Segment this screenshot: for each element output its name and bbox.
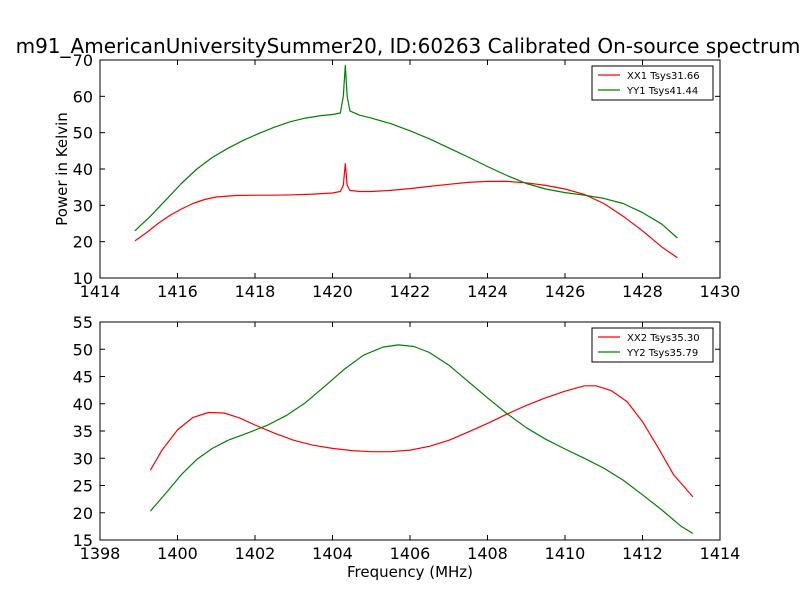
legend: XX2 Tsys35.30 YY2 Tsys35.79 (591, 327, 714, 363)
figure-title: m91_AmericanUniversitySummer20, ID:60263… (16, 34, 800, 58)
y-axis-label: Power in Kelvin (53, 112, 71, 226)
y-tick-label: 60 (73, 87, 93, 106)
x-tick-label: 1428 (622, 282, 663, 301)
legend-box (591, 65, 714, 101)
x-tick-label: 1424 (467, 282, 508, 301)
series-line-xx2 (149, 385, 694, 498)
y-tick-label: 45 (73, 368, 93, 387)
series-line-xx1 (134, 163, 678, 259)
top-panel: 1414 1416 1418 1420 1422 1424 1426 1428 1430 10 20… (73, 51, 741, 301)
x-tick-label: 1418 (235, 282, 276, 301)
bottom-panel: 1398 1400 1402 1404 1406 1408 1410 1412 1414 15 20… (73, 313, 741, 563)
x-tick-label: 1414 (700, 544, 741, 563)
x-tick-label: 1416 (157, 282, 198, 301)
x-tick-label: 1426 (545, 282, 586, 301)
y-tick-label: 50 (73, 340, 93, 359)
y-tick-label: 20 (73, 233, 93, 252)
y-tick-label: 40 (73, 395, 93, 414)
x-tick-label: 1404 (312, 544, 353, 563)
x-tick-label: 1406 (390, 544, 431, 563)
legend-label: XX1 Tsys31.66 (627, 71, 700, 82)
x-tick-label: 1400 (157, 544, 198, 563)
y-tick-label: 50 (73, 124, 93, 143)
x-tick-label: 1410 (545, 544, 586, 563)
y-tick-label: 20 (73, 504, 93, 523)
series-line-yy2 (149, 344, 694, 535)
legend: XX1 Tsys31.66 YY1 Tsys41.44 (591, 65, 714, 101)
x-tick-label: 1422 (390, 282, 431, 301)
x-tick-label: 1398 (80, 544, 121, 563)
x-tick-label: 1414 (80, 282, 121, 301)
y-tick-label: 10 (73, 269, 93, 288)
x-tick-label: 1408 (467, 544, 508, 563)
x-tick-label: 1402 (235, 544, 276, 563)
y-tick-label: 35 (73, 422, 93, 441)
y-tick-label: 30 (73, 196, 93, 215)
y-tick-label: 15 (73, 531, 93, 550)
legend-label: YY2 Tsys35.79 (626, 348, 698, 359)
legend-label: XX2 Tsys35.30 (627, 333, 700, 344)
y-tick-label: 55 (73, 313, 93, 332)
y-tick-label: 70 (73, 51, 93, 70)
y-tick-label: 40 (73, 160, 93, 179)
legend-label: YY1 Tsys41.44 (626, 86, 698, 97)
series-line-yy1 (134, 64, 678, 239)
legend-box (591, 327, 714, 363)
y-tick-label: 25 (73, 477, 93, 496)
y-tick-label: 30 (73, 449, 93, 468)
x-tick-label: 1412 (622, 544, 663, 563)
x-axis-label: Frequency (MHz) (347, 563, 473, 581)
x-tick-label: 1430 (700, 282, 741, 301)
x-tick-label: 1420 (312, 282, 353, 301)
